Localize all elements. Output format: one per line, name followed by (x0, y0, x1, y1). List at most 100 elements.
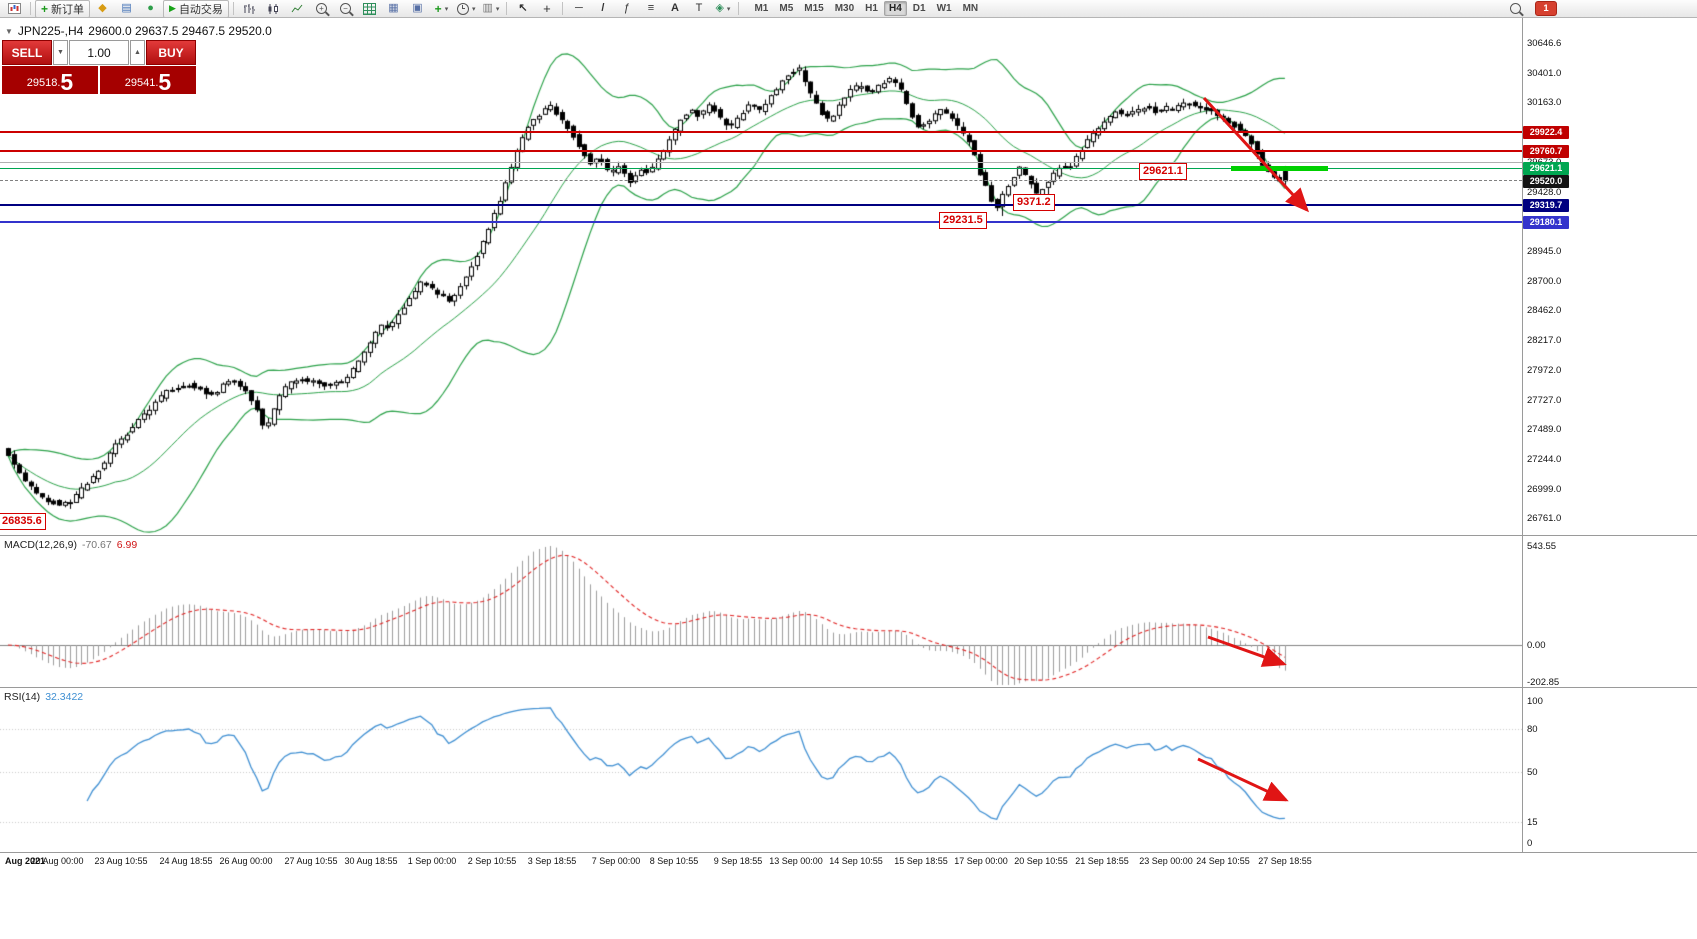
time-axis-label: 8 Sep 10:55 (649, 856, 699, 866)
expert-advisors-icon[interactable]: ◆ (98, 2, 107, 14)
horizontal-line-tool-icon[interactable]: ─ (575, 2, 583, 14)
volume-increase-button[interactable]: ▲ (130, 40, 145, 65)
timeframe-m15[interactable]: M15 (804, 3, 824, 14)
toolbar-right-group: 1 (1504, 0, 1557, 18)
main-chart-canvas[interactable] (0, 18, 1522, 535)
add-indicator-button[interactable]: + ▾ (434, 1, 449, 16)
toolbar-separator (562, 2, 564, 15)
price-annotation[interactable]: 26835.6 (0, 513, 46, 530)
horizontal-line[interactable] (0, 162, 1522, 164)
sell-button[interactable]: SELL (2, 40, 52, 65)
bid-price-display: 29518. 5 (2, 66, 98, 94)
support-highlight-marker[interactable] (1231, 166, 1328, 171)
timeframe-group: M1 M5 M15 M30 H1 H4 D1 W1 MN (749, 1, 983, 16)
autotrading-button[interactable]: ▶ 自动交易 (163, 0, 229, 18)
volume-decrease-button[interactable]: ▼ (53, 40, 68, 65)
macd-panel-canvas[interactable] (0, 537, 1522, 687)
time-axis-label: 1 Sep 00:00 (407, 856, 457, 866)
time-axis-label: 23 Sep 00:00 (1139, 856, 1193, 866)
templates-button[interactable]: ▥ ▾ (482, 2, 500, 14)
timeframe-m30[interactable]: M30 (834, 3, 855, 14)
new-order-button[interactable]: + 新订单 (35, 0, 91, 18)
time-axis-label: 27 Aug 10:55 (284, 856, 338, 866)
time-axis-label: 20 Aug 00:00 (30, 856, 84, 866)
timeframe-m1[interactable]: M1 (754, 3, 769, 14)
cursor-icon[interactable]: ↖ (518, 2, 528, 14)
timeframe-h1[interactable]: H1 (865, 3, 878, 14)
time-axis-label: 9 Sep 18:55 (713, 856, 763, 866)
chevron-down-icon: ▾ (726, 5, 731, 13)
price-axis-scale[interactable] (1522, 18, 1697, 852)
search-icon[interactable] (1504, 0, 1527, 18)
time-axis-label: 15 Sep 18:55 (894, 856, 948, 866)
chart-symbol-period: JPN225-,H4 (17, 24, 84, 38)
timeframe-h4[interactable]: H4 (883, 1, 907, 16)
time-axis-label: 27 Sep 18:55 (1258, 856, 1312, 866)
macd-main-value: -70.67 (81, 539, 112, 551)
timeframe-m5[interactable]: M5 (779, 3, 794, 14)
toolbar-separator (506, 2, 508, 15)
price-annotation[interactable]: 9371.2 (1013, 194, 1055, 211)
time-axis-label: 13 Sep 00:00 (769, 856, 823, 866)
time-axis[interactable]: Aug 2021 20 Aug 00:00 23 Aug 10:55 24 Aug 1… (0, 852, 1697, 871)
trendline-tool-icon[interactable]: / (601, 2, 605, 14)
timeframe-w1[interactable]: W1 (936, 3, 952, 14)
time-axis-label: 2 Sep 10:55 (467, 856, 517, 866)
toolbar-separator (30, 2, 31, 15)
cascade-windows-icon[interactable]: ▣ (412, 2, 423, 14)
macd-label: MACD(12,26,9) (4, 539, 77, 551)
horizontal-line[interactable] (0, 180, 1522, 182)
candlestick-chart-type-icon[interactable] (262, 0, 285, 18)
zoom-in-icon[interactable]: + (310, 0, 333, 18)
chart-window-icon[interactable] (3, 0, 26, 18)
horizontal-line[interactable] (0, 150, 1522, 153)
crosshair-icon[interactable]: + (543, 1, 551, 16)
alerts-badge[interactable]: 1 (1535, 1, 1557, 16)
text-label-tool-icon[interactable]: T (695, 2, 703, 14)
bar-chart-type-icon[interactable] (238, 0, 261, 18)
horizontal-line[interactable] (0, 130, 1522, 133)
line-chart-type-icon[interactable] (286, 0, 309, 18)
time-axis-label: 20 Sep 10:55 (1014, 856, 1068, 866)
tile-windows-icon[interactable]: ▦ (388, 2, 399, 14)
rsi-panel-canvas[interactable] (0, 689, 1522, 852)
objects-list-icon[interactable]: ≡ (647, 2, 655, 14)
market-watch-grid-icon[interactable] (358, 0, 381, 18)
price-annotation[interactable]: 29621.1 (1139, 163, 1187, 180)
buy-button[interactable]: BUY (146, 40, 196, 65)
new-order-label: 新订单 (51, 3, 85, 16)
periods-button[interactable]: ▾ (454, 0, 479, 18)
autotrading-label: 自动交易 (178, 3, 223, 16)
shapes-tool-button[interactable]: ◈ ▾ (715, 2, 731, 14)
autotrade-play-icon: ▶ (169, 3, 176, 13)
one-click-trading-panel: SELL ▼ 1.00 ▲ BUY 29518. 5 29541. 5 (2, 40, 196, 95)
horizontal-line[interactable] (0, 221, 1522, 224)
chart-caption: ▼ JPN225-,H4 29600.0 29637.5 29467.5 295… (5, 24, 272, 38)
rsi-value: 32.3422 (45, 691, 84, 703)
time-axis-label: 21 Sep 18:55 (1075, 856, 1129, 866)
price-annotation[interactable]: 29231.5 (939, 212, 987, 229)
news-icon[interactable]: ● (147, 2, 154, 14)
fibonacci-tool-icon[interactable]: ƒ (623, 2, 631, 14)
chevron-down-icon: ▾ (495, 5, 500, 13)
panel-separator[interactable] (0, 535, 1697, 536)
zoom-out-icon[interactable]: − (334, 0, 357, 18)
chevron-down-icon: ▾ (444, 5, 449, 13)
horizontal-line[interactable] (0, 204, 1522, 207)
toolbar-separator (738, 2, 740, 15)
scripts-icon[interactable]: ▤ (121, 2, 132, 14)
timeframe-d1[interactable]: D1 (912, 3, 926, 14)
time-axis-label: 23 Aug 10:55 (94, 856, 148, 866)
clock-icon (456, 2, 469, 15)
horizontal-line[interactable] (0, 167, 1522, 169)
timeframe-mn[interactable]: MN (962, 3, 979, 14)
panel-separator[interactable] (0, 687, 1697, 688)
time-axis-label: 30 Aug 18:55 (344, 856, 398, 866)
one-click-collapse-toggle[interactable]: ▼ (5, 26, 13, 36)
macd-header: MACD(12,26,9) -70.67 6.99 (4, 539, 137, 551)
time-axis-label: 24 Sep 10:55 (1196, 856, 1250, 866)
ask-price-display: 29541. 5 (100, 66, 196, 94)
volume-input[interactable]: 1.00 (69, 40, 129, 65)
text-tool-icon[interactable]: A (670, 2, 679, 14)
